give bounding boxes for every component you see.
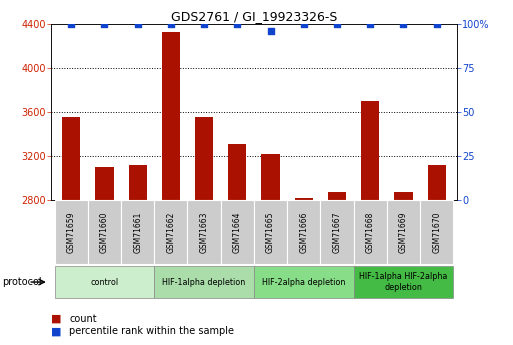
Bar	[353, 200, 387, 264]
Bar	[187, 200, 221, 264]
Bar	[195, 117, 213, 200]
Text: GSM71663: GSM71663	[200, 211, 209, 253]
Bar	[294, 198, 313, 200]
Bar	[262, 154, 280, 200]
Text: GSM71659: GSM71659	[67, 211, 76, 253]
Text: GSM71670: GSM71670	[432, 211, 441, 253]
Text: ■: ■	[51, 326, 62, 336]
Bar	[154, 266, 254, 298]
Text: GSM71661: GSM71661	[133, 211, 142, 253]
Bar	[129, 165, 147, 200]
Bar	[420, 200, 453, 264]
Point	[333, 21, 341, 27]
Point	[233, 21, 242, 27]
Bar	[328, 193, 346, 200]
Text: percentile rank within the sample: percentile rank within the sample	[69, 326, 234, 336]
Point	[101, 21, 109, 27]
Text: GSM71668: GSM71668	[366, 211, 374, 253]
Bar	[54, 200, 88, 264]
Text: GSM71669: GSM71669	[399, 211, 408, 253]
Bar	[394, 193, 412, 200]
Text: GSM71667: GSM71667	[332, 211, 342, 253]
Bar	[221, 200, 254, 264]
Point	[366, 21, 374, 27]
Bar	[162, 32, 180, 200]
Text: GSM71664: GSM71664	[233, 211, 242, 253]
Bar	[387, 200, 420, 264]
Point	[266, 28, 274, 34]
Point	[399, 21, 407, 27]
Text: count: count	[69, 314, 97, 324]
Text: GSM71660: GSM71660	[100, 211, 109, 253]
Bar	[254, 200, 287, 264]
Bar	[254, 266, 353, 298]
Title: GDS2761 / GI_19923326-S: GDS2761 / GI_19923326-S	[171, 10, 337, 23]
Bar	[361, 101, 379, 200]
Text: control: control	[90, 277, 119, 287]
Text: HIF-1alpha HIF-2alpha
depletion: HIF-1alpha HIF-2alpha depletion	[359, 272, 448, 292]
Bar	[154, 200, 187, 264]
Point	[432, 21, 441, 27]
Text: ■: ■	[51, 314, 62, 324]
Bar	[228, 144, 246, 200]
Point	[167, 21, 175, 27]
Text: HIF-1alpha depletion: HIF-1alpha depletion	[163, 277, 246, 287]
Bar	[62, 117, 81, 200]
Point	[67, 21, 75, 27]
Bar	[88, 200, 121, 264]
Text: GSM71662: GSM71662	[166, 211, 175, 253]
Text: GSM71665: GSM71665	[266, 211, 275, 253]
Text: HIF-2alpha depletion: HIF-2alpha depletion	[262, 277, 345, 287]
Point	[300, 21, 308, 27]
Text: protocol: protocol	[3, 277, 42, 287]
Bar	[54, 266, 154, 298]
Point	[133, 21, 142, 27]
Bar	[121, 200, 154, 264]
Bar	[287, 200, 321, 264]
Bar	[427, 165, 446, 200]
Bar	[95, 167, 113, 200]
Bar	[353, 266, 453, 298]
Point	[200, 21, 208, 27]
Bar	[321, 200, 353, 264]
Text: GSM71666: GSM71666	[299, 211, 308, 253]
